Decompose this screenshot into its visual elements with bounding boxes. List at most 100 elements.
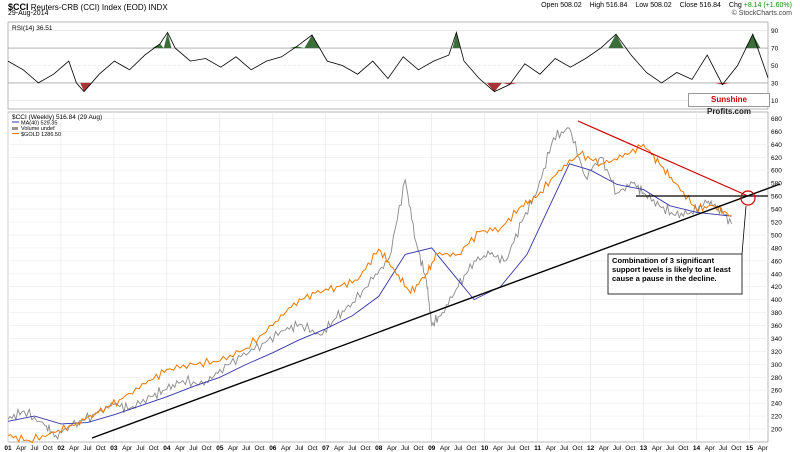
month-label: Jul [613,445,622,452]
legend-ma: MA(40) 529.35 [21,121,57,127]
month-label: Oct [678,445,688,452]
symbol: $CCI [8,2,29,12]
month-label: Jul [348,445,357,452]
month-label: Jul [242,445,251,452]
cci-price-line [7,127,732,441]
month-label: Apr [334,445,345,452]
low-label: Low [635,2,649,9]
rsi-grid [8,30,768,101]
month-label: Jul [666,445,675,452]
declining-resistance-trendline [577,120,749,197]
year-label: 08 [375,445,383,452]
month-label: Apr [122,445,133,452]
gold-line [7,143,732,444]
year-label: 15 [746,445,754,452]
month-label: Apr [387,445,398,452]
open-label: Open [541,2,559,9]
month-label: Oct [149,445,159,452]
month-label: Apr [705,445,716,452]
month-label: Jul [83,445,92,452]
price-tick-label: 540 [771,207,782,214]
month-label: Oct [572,445,582,452]
ma40-line [7,163,732,425]
annotation-box [607,253,743,295]
price-tick-label: 660 [771,129,782,136]
month-label: Oct [255,445,265,452]
annotation-pointer [741,205,747,255]
year-label: 05 [216,445,224,452]
price-tick-label: 300 [771,362,782,369]
rsi-line [7,31,769,93]
month-label: Oct [307,445,317,452]
chart-title: $CCI Reuters-CRB (CCI) Index (EOD) INDX [8,2,168,12]
rsi-extreme-area [289,46,305,49]
main-grid [7,112,768,442]
month-label: Jul [454,445,463,452]
long-term-support-trendline [91,183,781,439]
month-label: Apr [69,445,80,452]
price-tick-label: 680 [771,116,782,123]
rsi-axis: 10 30 50 70 90 [771,28,779,105]
month-label: Apr [546,445,557,452]
month-label: Apr [599,445,610,452]
rsi-tick-label: 70 [771,46,779,53]
price-tick-label: 600 [771,168,782,175]
price-tick-label: 220 [771,414,782,421]
rsi-extreme-area [304,35,320,49]
instrument-name: Reuters-CRB (CCI) Index (EOD) INDX [30,3,168,12]
month-label: Oct [43,445,53,452]
brand-part2: Profits.com [706,107,751,116]
year-label: 07 [322,445,330,452]
month-label: Jul [295,445,304,452]
price-tick-label: 380 [771,310,782,317]
annotation-text: Combination of 3 significant support lev… [612,256,731,283]
time-axis: 01 Apr Jul Oct 02 Apr Jul Oct 03 Apr Jul Oct 04 Apr Ju… [4,445,768,452]
brand-part1: Sunshine [710,95,747,104]
rsi-extreme-area [452,32,461,49]
high-label: High [589,2,605,9]
legend-volume: Volume undef [21,126,55,132]
month-label: Jul [136,445,145,452]
price-tick-label: 560 [771,194,782,201]
price-tick-label: 360 [771,323,782,330]
quote-bar: Open 508.02 High 516.84 Low 508.02 Close 516… [535,2,792,9]
copyright: © StockCharts.com [731,10,792,17]
month-label: Jul [560,445,569,452]
year-label: 12 [587,445,595,452]
rsi-tick-label: 50 [771,63,779,70]
price-tick-label: 500 [771,232,782,239]
high-value: 516.84 [606,2,628,9]
rsi-extreme-area [486,82,502,92]
month-label: Jul [401,445,410,452]
month-label: Apr [281,445,292,452]
price-tick-label: 460 [771,258,782,265]
chg-value: +8.14 (+1.60%) [743,2,792,9]
year-label: 03 [110,445,118,452]
rsi-tick-label: 10 [771,98,779,105]
month-label: Apr [758,445,769,452]
rsi-tick-label: 30 [771,80,779,87]
year-label: 04 [163,445,171,452]
month-label: Oct [360,445,370,452]
low-value: 508.02 [650,2,672,9]
year-label: 13 [640,445,648,452]
year-label: 14 [693,445,701,452]
legend-volume-swatch [12,127,18,130]
price-tick-label: 200 [771,427,782,434]
year-label: 09 [428,445,436,452]
price-tick-label: 580 [771,181,782,188]
month-label: Apr [652,445,663,452]
legend-price: $CCI (Weekly) 516.84 (29 Aug) [12,114,102,121]
month-label: Oct [731,445,741,452]
month-label: Apr [493,445,504,452]
price-tick-label: 260 [771,388,782,395]
price-tick-label: 420 [771,284,782,291]
month-label: Oct [625,445,635,452]
close-label: Close [679,2,698,9]
month-label: Jul [30,445,39,452]
price-tick-label: 400 [771,297,782,304]
price-tick-label: 480 [771,245,782,252]
rsi-extreme-area [80,82,92,92]
month-label: Oct [413,445,423,452]
